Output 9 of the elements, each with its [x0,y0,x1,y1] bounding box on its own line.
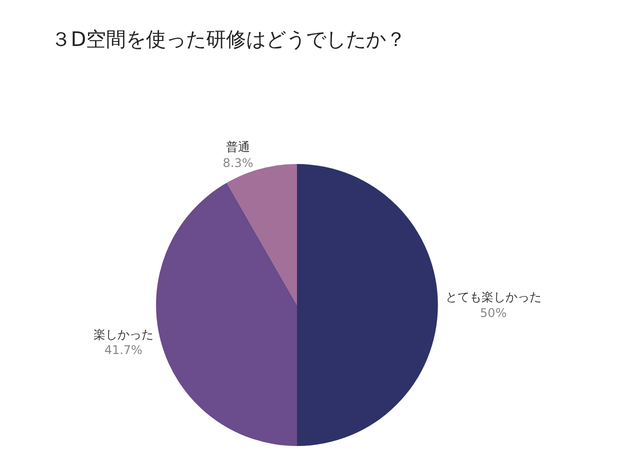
slice-label: とても楽しかった [445,290,542,304]
data-label: 50% [480,306,507,320]
chart-title: ３D空間を使った研修はどうでしたか？ [50,26,406,51]
slice-label: 普通 [226,140,250,154]
data-label: 8.3% [222,156,254,170]
data-label: 41.7% [104,343,142,358]
pie-slice [156,182,297,446]
pie-slice [297,164,438,446]
slice-label: 楽しかった [93,328,154,342]
